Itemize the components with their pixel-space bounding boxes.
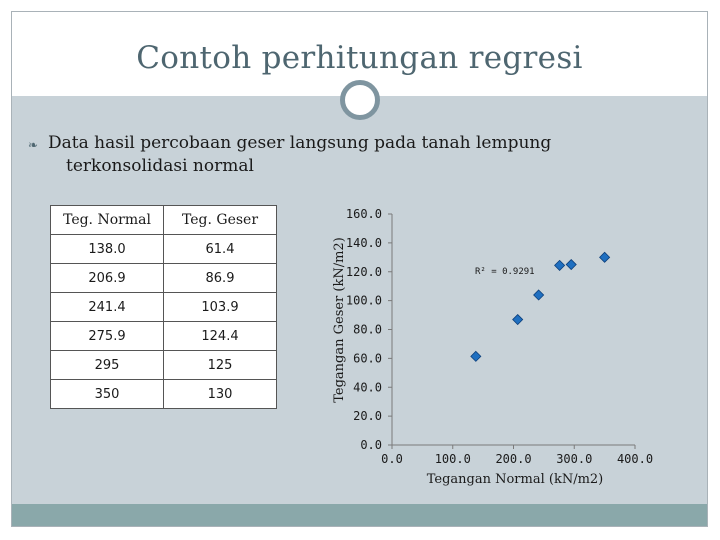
table-cell: 130 [163, 379, 277, 409]
slide-title: Contoh perhitungan regresi [136, 40, 583, 76]
table-row: 138.0 61.4 [50, 234, 277, 264]
bullet-text-line1: Data hasil percobaan geser langsung pada… [48, 133, 552, 153]
x-tick-label: 100.0 [435, 452, 471, 466]
table-cell: 275.9 [50, 321, 164, 351]
data-table: Teg. Normal Teg. Geser 138.0 61.4 206.9 … [50, 205, 277, 409]
y-tick-label: 120.0 [346, 265, 382, 279]
table-cell: 138.0 [50, 234, 164, 264]
y-tick-label: 80.0 [353, 323, 382, 337]
table-cell: 241.4 [50, 292, 164, 322]
table-row: 275.9 124.4 [50, 321, 277, 351]
table-cell: 61.4 [163, 234, 277, 264]
y-tick-label: 40.0 [353, 380, 382, 394]
y-tick-label: 0.0 [360, 438, 382, 452]
data-point [554, 259, 566, 271]
y-tick-label: 20.0 [353, 409, 382, 423]
slide-frame [11, 11, 708, 527]
table-cell: 125 [163, 350, 277, 380]
table-row: 206.9 86.9 [50, 263, 277, 293]
table-row: 295 125 [50, 350, 277, 380]
footer-bar [12, 504, 707, 526]
x-tick-label: 300.0 [556, 452, 592, 466]
data-point [512, 313, 524, 326]
data-point [470, 350, 482, 362]
x-axis-title: Tegangan Normal (kN/m2) [427, 472, 604, 487]
x-tick-label: 400.0 [617, 452, 653, 466]
x-tick-label: 0.0 [381, 452, 403, 466]
table-row: 241.4 103.9 [50, 292, 277, 322]
data-point [599, 251, 611, 263]
y-tick-label: 60.0 [353, 351, 382, 365]
y-axis-title: Tegangan Geser (kN/m2) [332, 237, 347, 403]
x-tick-label: 200.0 [495, 452, 531, 466]
scatter-chart: 0.0 20.0 40.0 60.0 80.0 100.0 120.0 140.0 160.0 0… [332, 207, 653, 487]
header-cell-geser: Teg. Geser [163, 205, 277, 235]
header-cell-normal: Teg. Normal [50, 205, 164, 235]
r-squared-annotation: R² = 0.9291 [475, 267, 535, 277]
data-point [533, 289, 545, 301]
bullet-text-line2: terkonsolidasi normal [66, 156, 254, 176]
y-tick-label: 140.0 [346, 236, 382, 250]
decorative-circle [340, 80, 380, 120]
table-cell: 124.4 [163, 321, 277, 351]
y-tick-label: 160.0 [346, 207, 382, 221]
fleuron-bullet-icon: ❧ [28, 138, 39, 152]
table-cell: 86.9 [163, 263, 277, 293]
y-tick-label: 100.0 [346, 294, 382, 308]
data-point [565, 258, 577, 271]
table-cell: 295 [50, 350, 164, 380]
table-cell: 350 [50, 379, 164, 409]
table-cell: 103.9 [163, 292, 277, 322]
table-cell: 206.9 [50, 263, 164, 293]
table-row: 350 130 [50, 379, 277, 409]
table-header-row: Teg. Normal Teg. Geser [50, 205, 277, 235]
